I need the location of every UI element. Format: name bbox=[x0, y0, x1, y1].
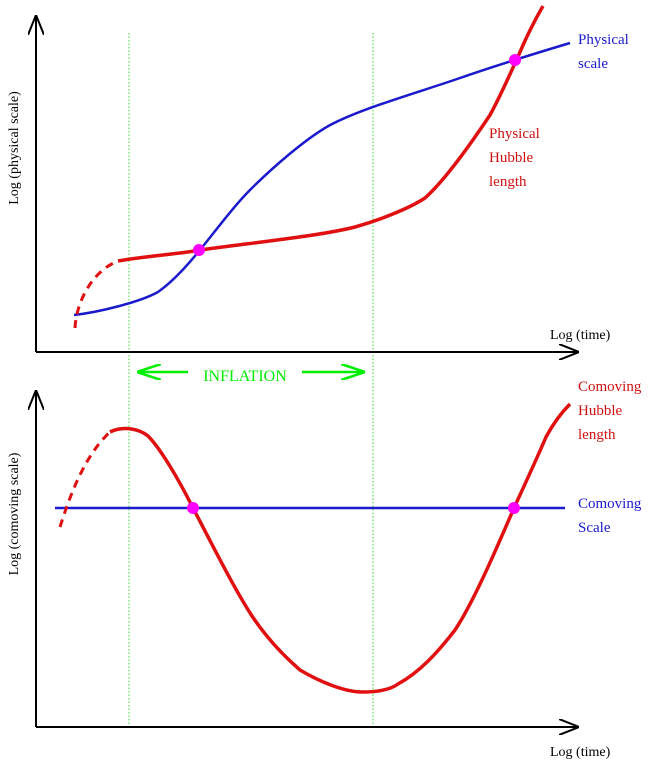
top-x-axis-label: Log (time) bbox=[550, 328, 611, 343]
comoving-scale-label-line-2: Scale bbox=[578, 520, 611, 536]
physical-hubble-label: Physical Hubble length bbox=[489, 126, 544, 190]
top-crossing-marker-early bbox=[193, 244, 205, 256]
comoving-hubble-label: Comoving Hubble length bbox=[578, 379, 645, 443]
physical-scale-label-line-1: Physical bbox=[578, 32, 629, 48]
comoving-scale-label: Comoving Scale bbox=[578, 496, 645, 536]
bottom-y-axis-label: Log (comoving scale) bbox=[7, 452, 22, 575]
bottom-panel: Log (comoving scale) Log (time) Comoving… bbox=[7, 379, 645, 760]
comoving-hubble-label-line-2: Hubble bbox=[578, 403, 623, 419]
physical-hubble-label-line-2: Hubble bbox=[489, 150, 534, 166]
bottom-crossing-marker-late bbox=[508, 502, 520, 514]
bottom-crossing-marker-early bbox=[187, 502, 199, 514]
comoving-hubble-dashed bbox=[58, 430, 112, 528]
comoving-scale-label-line-1: Comoving bbox=[578, 496, 642, 512]
inflation-label: INFLATION bbox=[203, 368, 287, 385]
inflation-indicator: INFLATION bbox=[138, 368, 364, 385]
physical-scale-curve bbox=[73, 41, 571, 317]
physical-scale-label-line-2: scale bbox=[578, 56, 608, 72]
comoving-hubble-curve bbox=[109, 402, 572, 694]
comoving-hubble-label-line-1: Comoving bbox=[578, 379, 642, 395]
top-crossing-marker-late bbox=[509, 54, 521, 66]
comoving-hubble-label-line-3: length bbox=[578, 427, 616, 443]
physical-scale-label: Physical scale bbox=[578, 32, 633, 72]
physical-hubble-dashed bbox=[73, 259, 119, 329]
physical-hubble-curve bbox=[117, 5, 545, 263]
physical-hubble-label-line-3: length bbox=[489, 174, 527, 190]
top-y-axis-label: Log (physical scale) bbox=[7, 91, 22, 205]
physical-hubble-label-line-1: Physical bbox=[489, 126, 540, 142]
bottom-x-axis-label: Log (time) bbox=[550, 745, 611, 760]
top-panel: Log (physical scale) Log (time) Physical… bbox=[7, 5, 633, 352]
